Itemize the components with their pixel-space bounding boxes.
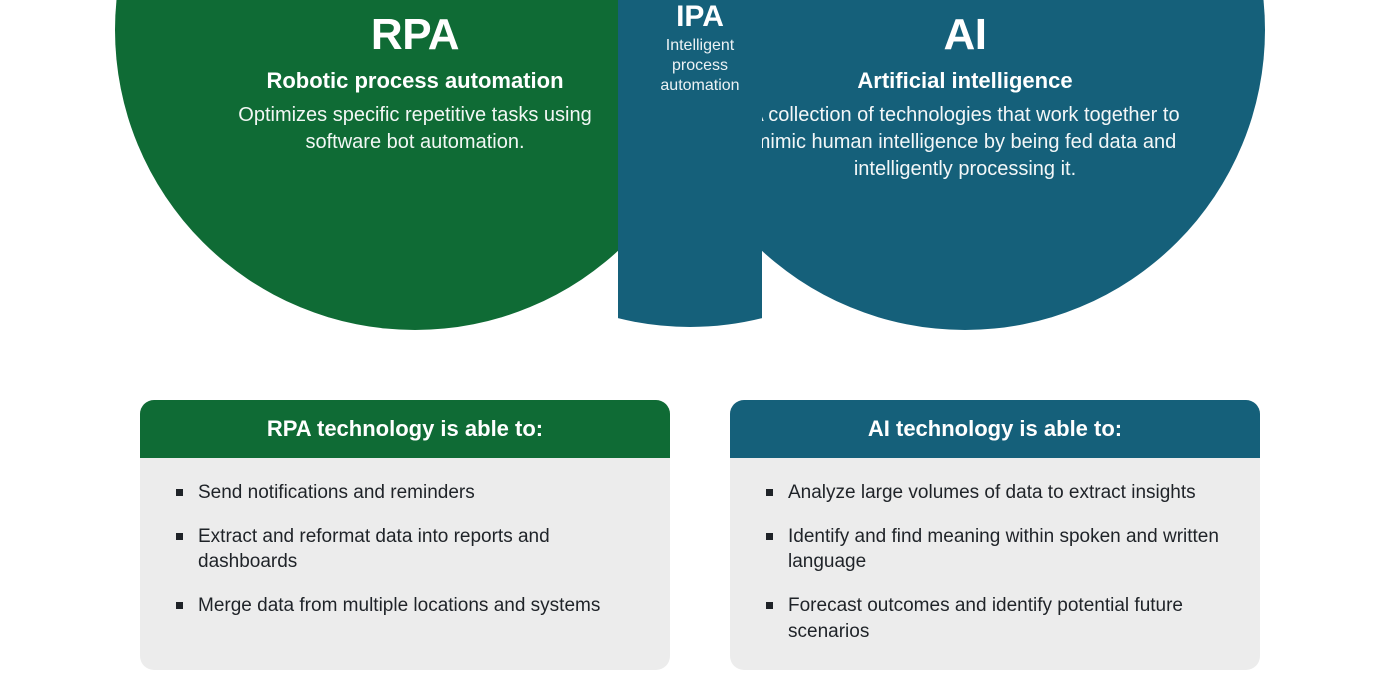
capability-cards: RPA technology is able to: Send notifica… — [0, 400, 1400, 670]
rpa-card-body: Send notifications and reminders Extract… — [140, 458, 670, 645]
venn-left-description: Optimizes specific repetitive tasks usin… — [165, 102, 665, 156]
list-item: Send notifications and reminders — [176, 480, 634, 506]
venn-intersection-title: IPA — [0, 0, 1400, 34]
list-item: Extract and reformat data into reports a… — [176, 524, 634, 575]
rpa-card-header: RPA technology is able to: — [140, 400, 670, 458]
venn-intersection-sub-3: automation — [0, 76, 1400, 96]
venn-right-description: A collection of technologies that work t… — [715, 102, 1215, 183]
ai-card: AI technology is able to: Analyze large … — [730, 400, 1260, 670]
venn-intersection-sub-2: process — [0, 56, 1400, 76]
list-item: Identify and find meaning within spoken … — [766, 524, 1224, 575]
ai-card-header: AI technology is able to: — [730, 400, 1260, 458]
ai-card-body: Analyze large volumes of data to extract… — [730, 458, 1260, 670]
list-item: Merge data from multiple locations and s… — [176, 593, 634, 619]
ai-capability-list: Analyze large volumes of data to extract… — [766, 480, 1224, 644]
rpa-card: RPA technology is able to: Send notifica… — [140, 400, 670, 670]
rpa-capability-list: Send notifications and reminders Extract… — [176, 480, 634, 619]
list-item: Analyze large volumes of data to extract… — [766, 480, 1224, 506]
list-item: Forecast outcomes and identify potential… — [766, 593, 1224, 644]
venn-intersection-labels: IPA Intelligent process automation — [0, 0, 1400, 96]
venn-intersection-sub-1: Intelligent — [0, 36, 1400, 56]
